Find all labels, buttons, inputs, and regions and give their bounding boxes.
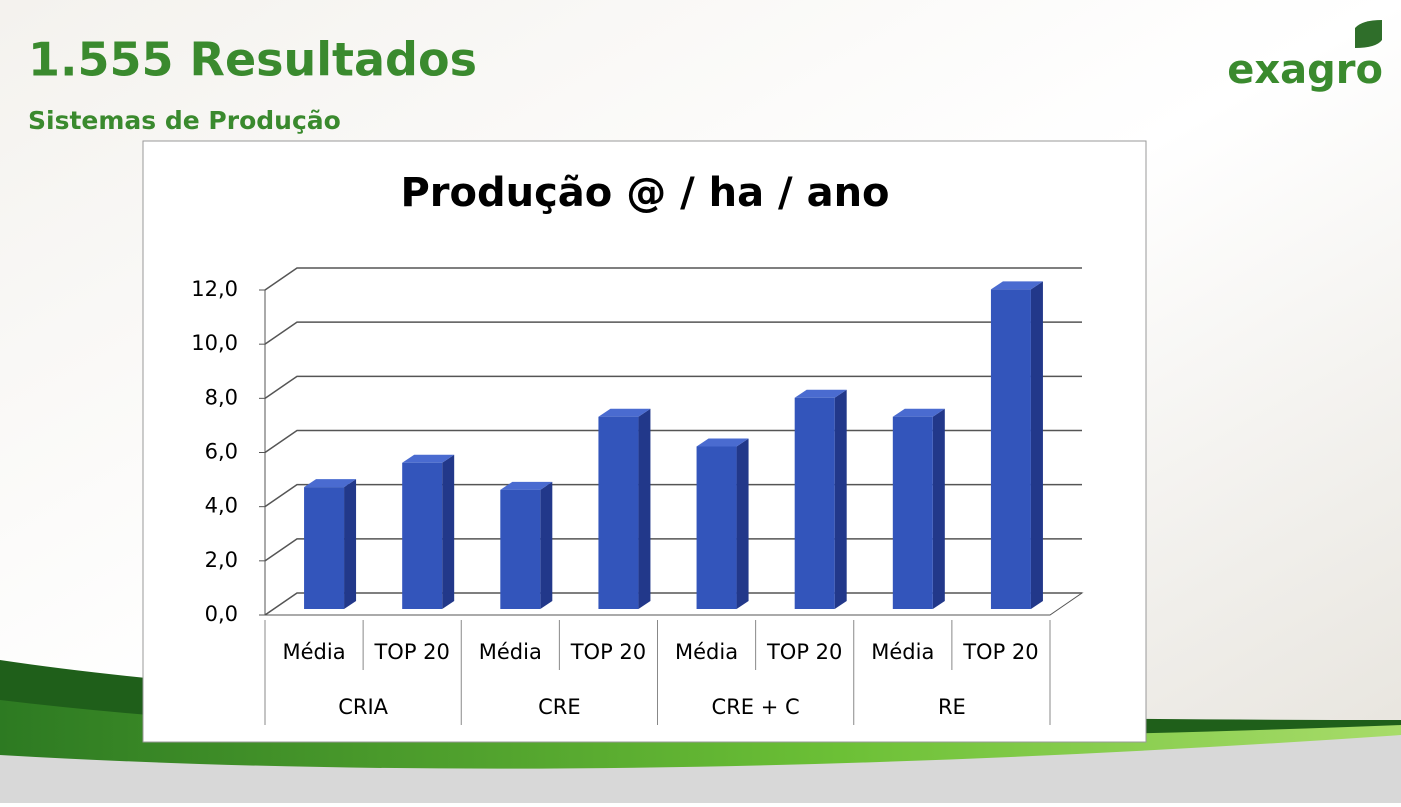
bar-top [598, 408, 651, 417]
group-label: CRE [538, 695, 581, 719]
bar-top [794, 389, 847, 398]
group-label: CRIA [338, 695, 388, 719]
bar [696, 446, 737, 609]
plot: 0,0 2,0 4,0 6,0 8,0 10,0 12,0 Média TOP 20 Média T… [191, 267, 1084, 725]
y-tick-label: 4,0 [205, 494, 238, 518]
y-tick-label: 6,0 [205, 440, 238, 464]
bar-side [344, 479, 357, 609]
group-label: CRE + C [712, 695, 800, 719]
bar-top [696, 438, 749, 447]
chart-title: Produção @ / ha / ano [400, 170, 889, 216]
bar [402, 462, 443, 609]
bar-side [540, 481, 553, 609]
y-tick-label: 12,0 [191, 277, 238, 301]
x-tick-label: TOP 20 [373, 640, 449, 664]
bar [500, 489, 541, 609]
group-label: RE [938, 695, 966, 719]
logo-icon [1355, 20, 1382, 48]
x-tick-label: Média [675, 640, 738, 664]
x-tick-label: TOP 20 [766, 640, 842, 664]
grid-line [264, 267, 1082, 291]
y-tick-label: 0,0 [205, 602, 238, 626]
bar-top [892, 408, 945, 417]
bar-side [638, 408, 651, 609]
bar-side [834, 389, 847, 609]
swoosh [0, 735, 1401, 803]
bar [892, 416, 933, 609]
bar [598, 416, 639, 609]
bar-top [500, 481, 553, 490]
slide-subtitle: Sistemas de Produção [28, 106, 341, 135]
y-tick-label: 8,0 [205, 385, 238, 409]
bar-side [736, 438, 749, 609]
bar-side [442, 454, 455, 609]
x-tick-label: Média [283, 640, 346, 664]
bar [304, 487, 345, 609]
x-tick-label: TOP 20 [962, 640, 1038, 664]
bar-side [1030, 281, 1043, 609]
slide-title: 1.555 Resultados [28, 33, 477, 87]
x-tick-label: Média [871, 640, 934, 664]
bar-top [990, 281, 1043, 290]
y-tick-label: 10,0 [191, 331, 238, 355]
bar-top [304, 479, 357, 488]
y-tick-label: 2,0 [205, 548, 238, 572]
grid-line [264, 375, 1082, 399]
logo: exagro [1227, 47, 1383, 93]
bar [990, 289, 1031, 609]
x-tick-label: TOP 20 [570, 640, 646, 664]
bar [794, 397, 835, 609]
bar-top [402, 454, 455, 463]
bar-side [932, 408, 945, 609]
grid-line [264, 321, 1082, 345]
x-tick-label: Média [479, 640, 542, 664]
